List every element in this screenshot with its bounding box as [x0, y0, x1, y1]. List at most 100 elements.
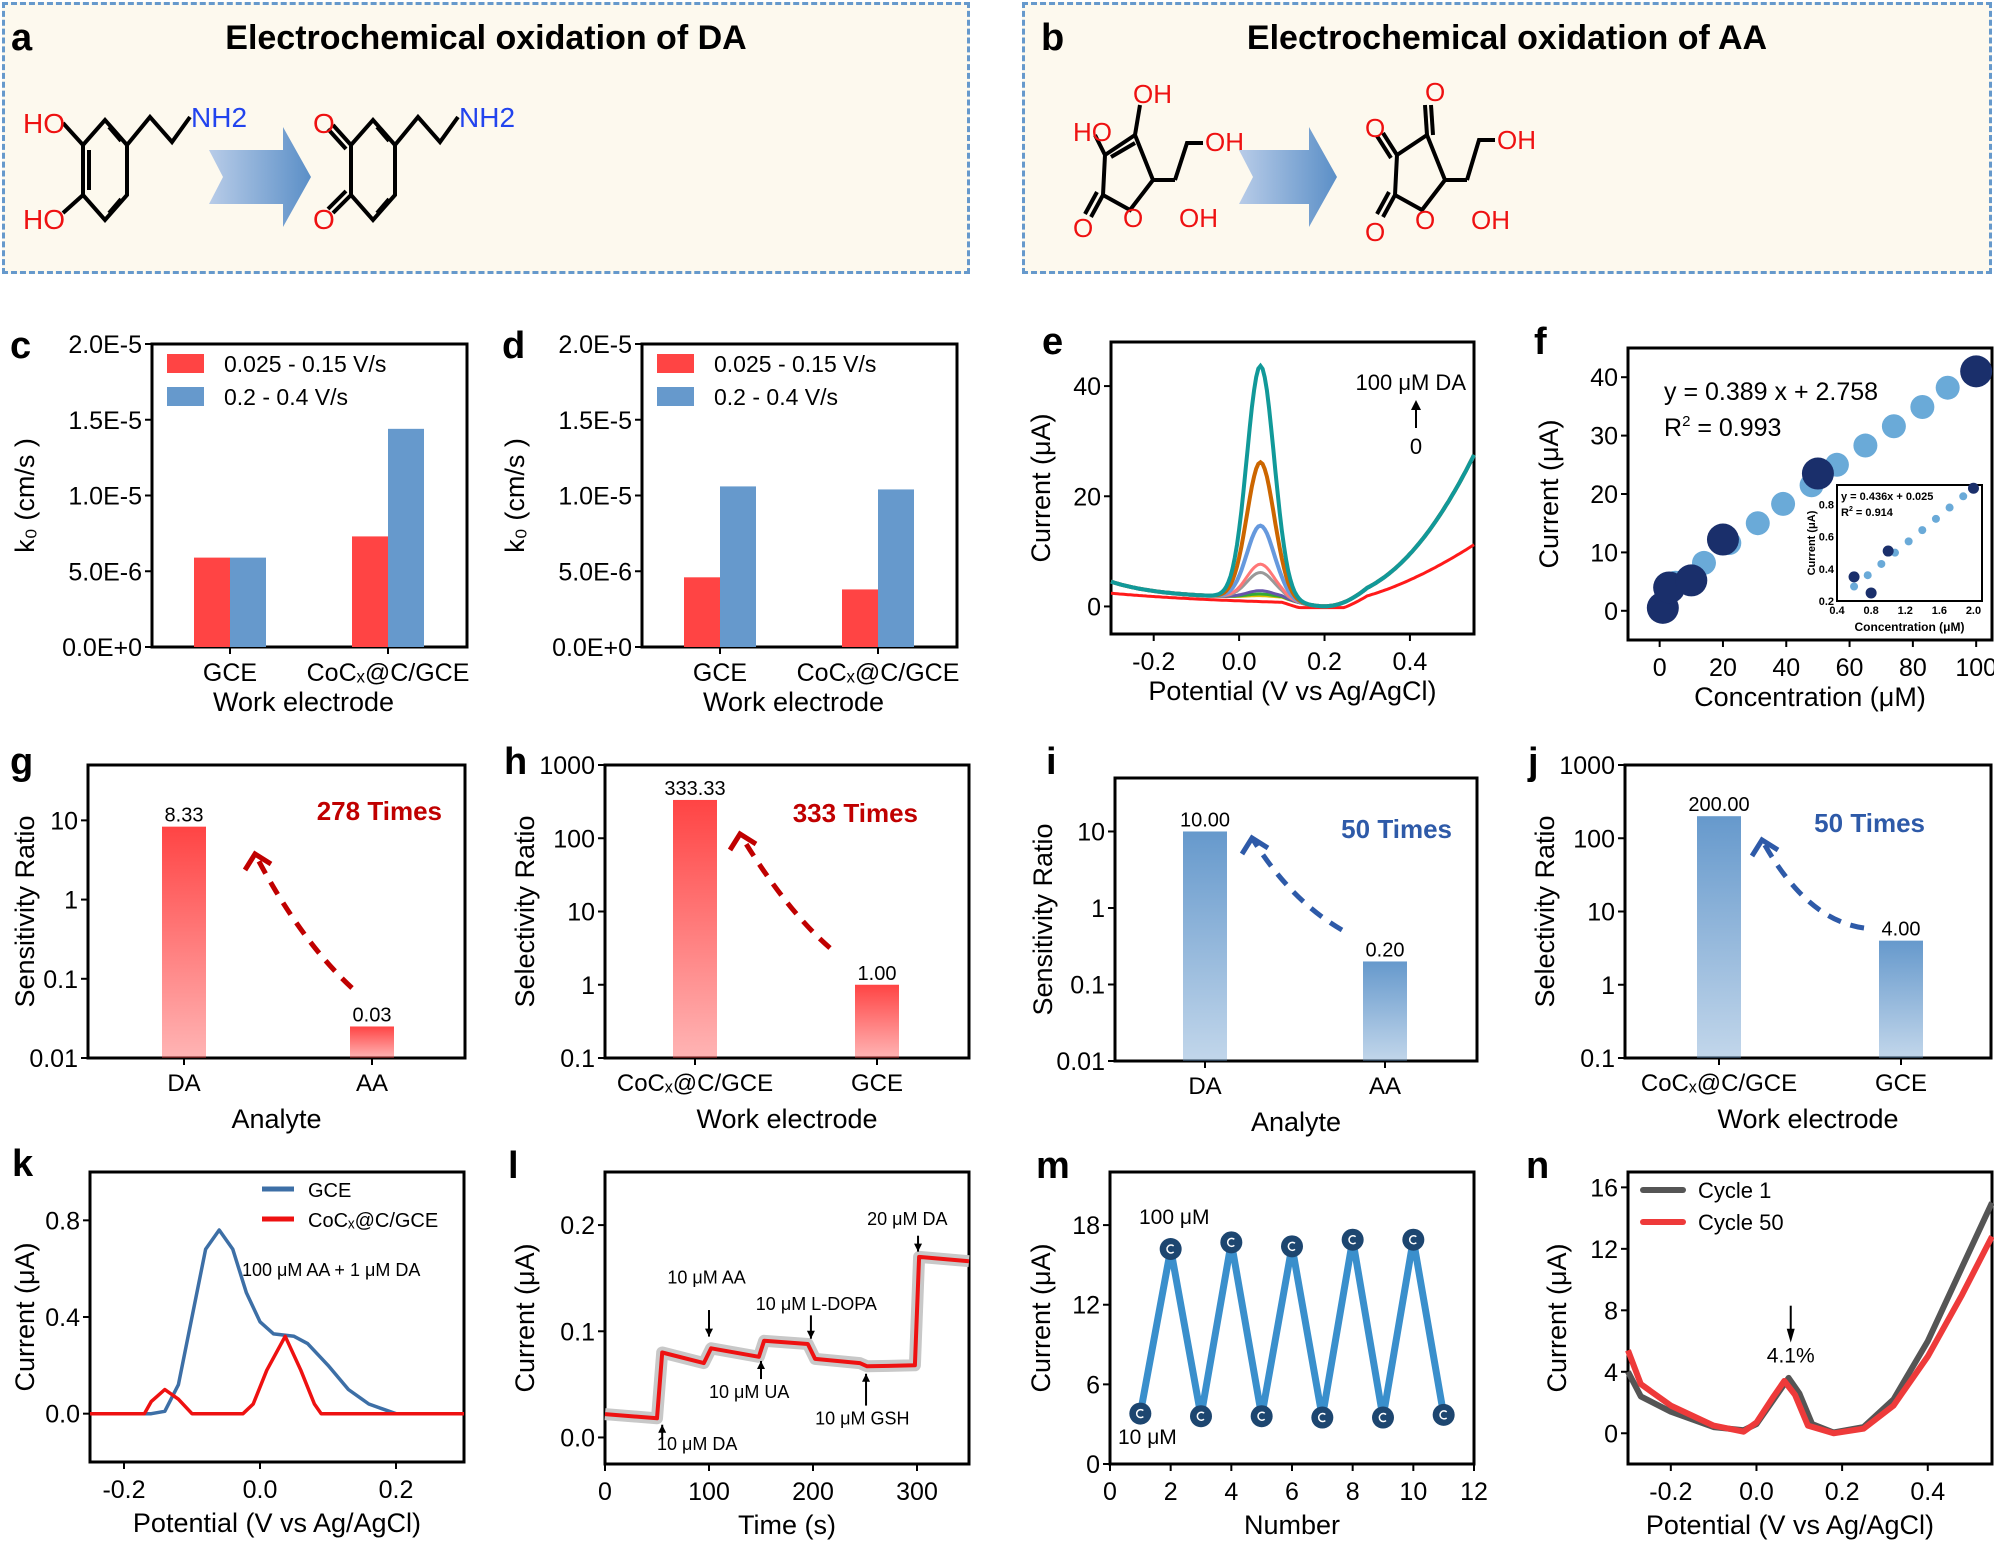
x-axis-label: Number — [1244, 1510, 1340, 1540]
y-tick-label: 2.0E-5 — [68, 331, 142, 359]
event-label: 10 μM AA — [667, 1267, 745, 1287]
y-axis-label: Sensitivity Ratio — [1028, 823, 1058, 1015]
x-axis-label: Work electrode — [1717, 1104, 1898, 1134]
bar-aa — [350, 1026, 394, 1058]
legend-label: 0.025 - 0.15 V/s — [714, 351, 876, 377]
inset-point-light — [1918, 526, 1927, 535]
x-tick-label: CoCₓ@C/GCE — [797, 659, 960, 687]
bar-value-label: 4.00 — [1882, 919, 1921, 941]
cycle-curve-cycle50 — [1625, 1235, 1994, 1437]
dpv-curve-cocxcgce — [90, 1334, 464, 1416]
x-tick-label: 12 — [1460, 1478, 1488, 1506]
y-tick-label: 4 — [1604, 1359, 1618, 1387]
dashed-arrow — [737, 832, 832, 950]
panel-letter-a: a — [11, 17, 33, 59]
x-tick-label: 8 — [1346, 1478, 1360, 1506]
dha-carbonyl-o: O — [1365, 217, 1385, 247]
x-tick-label: 0 — [598, 1478, 612, 1506]
panel-letter-f: f — [1534, 321, 1547, 363]
inset-x-tick-label: 1.6 — [1932, 605, 1947, 617]
dopamine-structures: HO HO NH2 O O NH2 — [23, 102, 515, 235]
y-tick-label: 16 — [1590, 1174, 1618, 1202]
y-tick-label: 0.01 — [29, 1045, 78, 1073]
y-tick-label: 0.1 — [1580, 1045, 1615, 1073]
inset-point-light — [1945, 503, 1954, 512]
bar-value-label: 10.00 — [1180, 809, 1230, 831]
cycle-point — [1220, 1231, 1243, 1254]
x-tick-label: -0.2 — [102, 1476, 145, 1504]
inset-point-light — [1863, 571, 1872, 580]
data-point-dark — [1675, 564, 1708, 597]
bar-value-label: 1.00 — [858, 963, 897, 985]
dha-o-left: O — [1365, 113, 1385, 143]
panel-letter-k: k — [12, 1143, 34, 1185]
y-tick-label: 0.2 — [560, 1212, 595, 1240]
y-tick-label: 10 — [1077, 818, 1105, 846]
bar-value-label: 0.03 — [353, 1004, 392, 1026]
cycle-point — [1159, 1237, 1182, 1260]
x-tick-label: 0.0 — [1222, 648, 1257, 676]
x-tick-label: AA — [356, 1070, 388, 1097]
inset-point-light — [1850, 582, 1859, 591]
x-tick-label: GCE — [203, 659, 257, 687]
x-tick-label: 60 — [1836, 654, 1864, 682]
dpv-curve — [1110, 362, 1476, 609]
fold-annotation: 50 Times — [1814, 808, 1925, 838]
panel-letter-h: h — [504, 741, 527, 783]
y-tick-label: 1 — [64, 887, 78, 915]
x-tick-label: 10 — [1399, 1478, 1427, 1506]
cycle-point-glyph — [1348, 1234, 1357, 1245]
x-tick-label: 2 — [1164, 1478, 1178, 1506]
inset-x-tick-label: 2.0 — [1966, 605, 1981, 617]
cycle-point-glyph — [1287, 1241, 1296, 1252]
inset-x-label: Concentration (μM) — [1855, 620, 1965, 634]
bar-cocxcgce — [1697, 816, 1741, 1058]
x-tick-label: 300 — [896, 1478, 938, 1506]
y-tick-label: 2.0E-5 — [558, 331, 632, 359]
aa-carbonyl-o: O — [1073, 213, 1093, 243]
legend-label: 0.2 - 0.4 V/s — [714, 384, 838, 410]
y-tick-label: 0 — [1087, 593, 1101, 621]
cycle-point-glyph — [1378, 1412, 1387, 1423]
cycle-point-glyph — [1135, 1408, 1144, 1419]
inset-point-light — [1959, 492, 1968, 501]
y-tick-label: 5.0E-6 — [558, 558, 632, 586]
cycle-point-glyph — [1317, 1412, 1326, 1423]
inset-point-light — [1931, 514, 1940, 523]
y-tick-label: 0 — [1604, 598, 1618, 626]
it-curve — [604, 1254, 970, 1421]
y-axis-label: Current (μA) — [510, 1243, 540, 1392]
cycle-point-glyph — [1166, 1244, 1175, 1254]
x-tick-label: 0.2 — [1307, 648, 1342, 676]
dha-oh-bottom: OH — [1471, 205, 1510, 235]
event-label: 10 μM GSH — [815, 1409, 909, 1429]
x-tick-label: 0.0 — [243, 1476, 278, 1504]
panel-letter-l: l — [508, 1145, 519, 1187]
cycle-point — [1129, 1402, 1152, 1425]
x-tick-label: CoCₓ@C/GCE — [307, 659, 470, 687]
aa-oh-right: OH — [1205, 127, 1244, 157]
legend-label: CoCₓ@C/GCE — [308, 1210, 438, 1232]
bar-value-label: 0.20 — [1366, 939, 1405, 961]
legend-swatch — [657, 354, 694, 373]
x-tick-label: 0.0 — [1739, 1478, 1774, 1506]
bar-value-label: 8.33 — [165, 805, 204, 827]
aa-oh-bottom: OH — [1179, 203, 1218, 233]
y-tick-label: 0.0 — [45, 1401, 80, 1429]
cycle-point-glyph — [1257, 1411, 1266, 1421]
y-axis-label: Selectivity Ratio — [510, 815, 540, 1007]
cycle-point — [1190, 1405, 1212, 1428]
y-tick-label: 1.5E-5 — [558, 407, 632, 435]
panel-letter-j: j — [1527, 741, 1539, 783]
reactant-nh2: NH2 — [191, 102, 247, 133]
reactant-ho-top: HO — [23, 108, 65, 139]
event-label: 20 μM DA — [867, 1209, 947, 1229]
x-tick-label: 100 — [1955, 654, 1994, 682]
y-axis-label: Current (μA) — [1026, 1243, 1056, 1392]
bar-slow — [194, 557, 230, 647]
x-tick-label: 80 — [1899, 654, 1927, 682]
dashed-arrow — [1759, 838, 1865, 931]
chart-k-dpv-mixture: k -0.2 0.0 0.2 0.0 0.4 0.8 GCE CoCₓ@C/GCE 100 μM … — [10, 1143, 466, 1538]
x-axis-label: Work electrode — [703, 687, 884, 717]
y-tick-label: 20 — [1590, 481, 1618, 509]
